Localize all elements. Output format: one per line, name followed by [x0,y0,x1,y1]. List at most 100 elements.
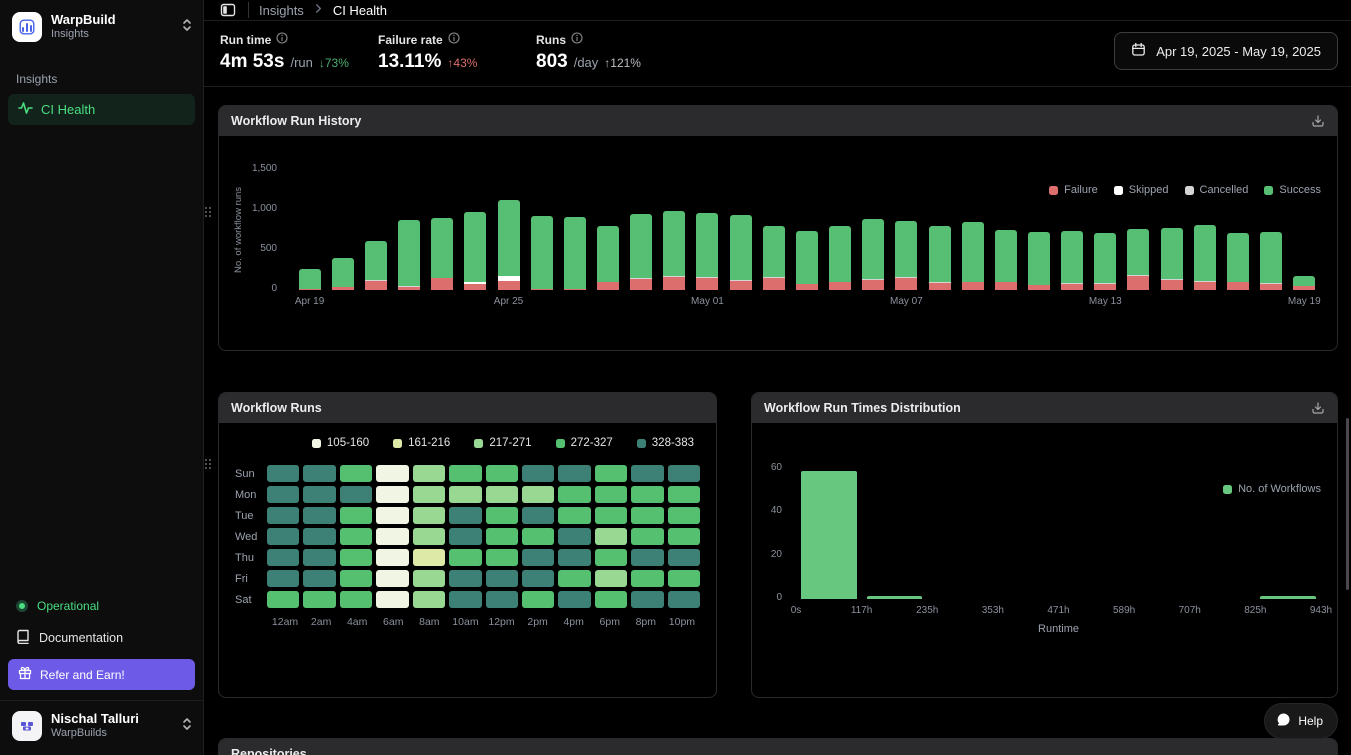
heatmap-cell[interactable] [485,591,518,608]
heatmap-cell[interactable] [594,507,628,524]
heatmap-cell[interactable] [521,591,555,608]
heatmap-cell[interactable] [631,486,664,503]
heatmap-cell[interactable] [594,465,628,482]
stacked-bar[interactable] [398,219,421,290]
heatmap-cell[interactable] [376,465,409,482]
heatmap-cell[interactable] [594,549,628,566]
heatmap-cell[interactable] [667,486,701,503]
heatmap-cell[interactable] [521,486,555,503]
heatmap-cell[interactable] [339,465,373,482]
stacked-bar[interactable] [1061,231,1084,290]
heatmap-cell[interactable] [449,549,482,566]
heatmap-cell[interactable] [412,507,446,524]
sidebar-item-ci-health[interactable]: CI Health [8,94,195,125]
heatmap-cell[interactable] [412,486,446,503]
breadcrumb-parent[interactable]: Insights [259,2,304,18]
stacked-bar[interactable] [1160,228,1183,290]
heatmap-cell[interactable] [339,507,373,524]
drag-handle-icon[interactable] [205,207,213,217]
heatmap-cell[interactable] [412,591,446,608]
heatmap-cell[interactable] [267,591,300,608]
heatmap-cell[interactable] [521,570,555,587]
heatmap-cell[interactable] [449,591,482,608]
heatmap-cell[interactable] [339,528,373,545]
stacked-bar[interactable] [464,211,487,290]
legend-skipped[interactable]: Skipped [1113,184,1169,196]
heatmap-cell[interactable] [303,570,336,587]
heatmap-cell[interactable] [521,507,555,524]
stacked-bar[interactable] [364,240,387,290]
heatmap-cell[interactable] [558,465,591,482]
heatmap-cell[interactable] [558,570,591,587]
stacked-bar[interactable] [961,221,984,290]
heatmap-cell[interactable] [667,507,701,524]
heatmap-cell[interactable] [267,528,300,545]
heatmap-cell[interactable] [485,528,518,545]
download-chart-icon[interactable] [1311,114,1325,128]
heatmap-cell[interactable] [339,570,373,587]
stacked-bar[interactable] [530,216,553,290]
stacked-bar[interactable] [928,225,951,290]
heatmap-cell[interactable] [412,528,446,545]
histogram-bar[interactable] [1260,596,1317,599]
stacked-bar[interactable] [729,215,752,290]
heatmap-cell[interactable] [521,465,555,482]
sidebar-item-documentation[interactable]: Documentation [0,621,203,655]
panel-header[interactable]: Workflow Run History [219,106,1337,136]
stacked-bar[interactable] [895,221,918,290]
heatmap-cell[interactable] [303,507,336,524]
heatmap-cell[interactable] [267,549,300,566]
heatmap-cell[interactable] [558,507,591,524]
heatmap-cell[interactable] [631,465,664,482]
heatmap-cell[interactable] [303,528,336,545]
legend-cancelled[interactable]: Cancelled [1184,184,1248,196]
panel-header[interactable]: Workflow Runs [219,393,716,423]
heatmap-cell[interactable] [594,591,628,608]
heatmap-cell[interactable] [521,528,555,545]
heatmap-cell[interactable] [267,507,300,524]
drag-handle-icon[interactable] [205,459,213,469]
heatmap-cell[interactable] [485,549,518,566]
stacked-bar[interactable] [1293,276,1316,290]
heatmap-cell[interactable] [558,591,591,608]
stacked-bar[interactable] [298,269,321,290]
heatmap-cell[interactable] [667,465,701,482]
stacked-bar[interactable] [994,230,1017,290]
download-chart-icon[interactable] [1311,401,1325,415]
heatmap-cell[interactable] [667,591,701,608]
heatmap-cell[interactable] [521,549,555,566]
stacked-bar[interactable] [862,219,885,290]
heatmap-cell[interactable] [485,486,518,503]
heatmap-cell[interactable] [558,528,591,545]
stacked-bar[interactable] [1127,229,1150,290]
heatmap-cell[interactable] [339,591,373,608]
heatmap-cell[interactable] [631,528,664,545]
histogram-bar[interactable] [866,596,923,599]
legend-failure[interactable]: Failure [1049,184,1098,196]
refer-and-earn-button[interactable]: Refer and Earn! [8,659,195,690]
legend-success[interactable]: Success [1264,184,1321,196]
help-button[interactable]: Help [1264,703,1338,739]
heatmap-cell[interactable] [449,507,482,524]
heatmap-cell[interactable] [667,549,701,566]
stacked-bar[interactable] [497,200,520,290]
info-icon[interactable] [571,32,583,47]
heatmap-cell[interactable] [631,507,664,524]
stacked-bar[interactable] [696,213,719,290]
heatmap-cell[interactable] [485,507,518,524]
sidebar-toggle-button[interactable] [218,0,238,20]
heatmap-cell[interactable] [631,549,664,566]
heatmap-cell[interactable] [303,591,336,608]
heatmap-cell[interactable] [449,465,482,482]
legend-no-of-workflows[interactable]: No. of Workflows [1223,483,1321,495]
histogram-bar[interactable] [800,471,857,599]
heatmap-cell[interactable] [558,486,591,503]
heatmap-cell[interactable] [667,528,701,545]
stacked-bar[interactable] [1094,233,1117,290]
heatmap-cell[interactable] [449,486,482,503]
stacked-bar[interactable] [563,217,586,290]
heatmap-cell[interactable] [558,549,591,566]
stacked-bar[interactable] [331,258,354,290]
heatmap-cell[interactable] [303,549,336,566]
stacked-bar[interactable] [1193,224,1216,290]
